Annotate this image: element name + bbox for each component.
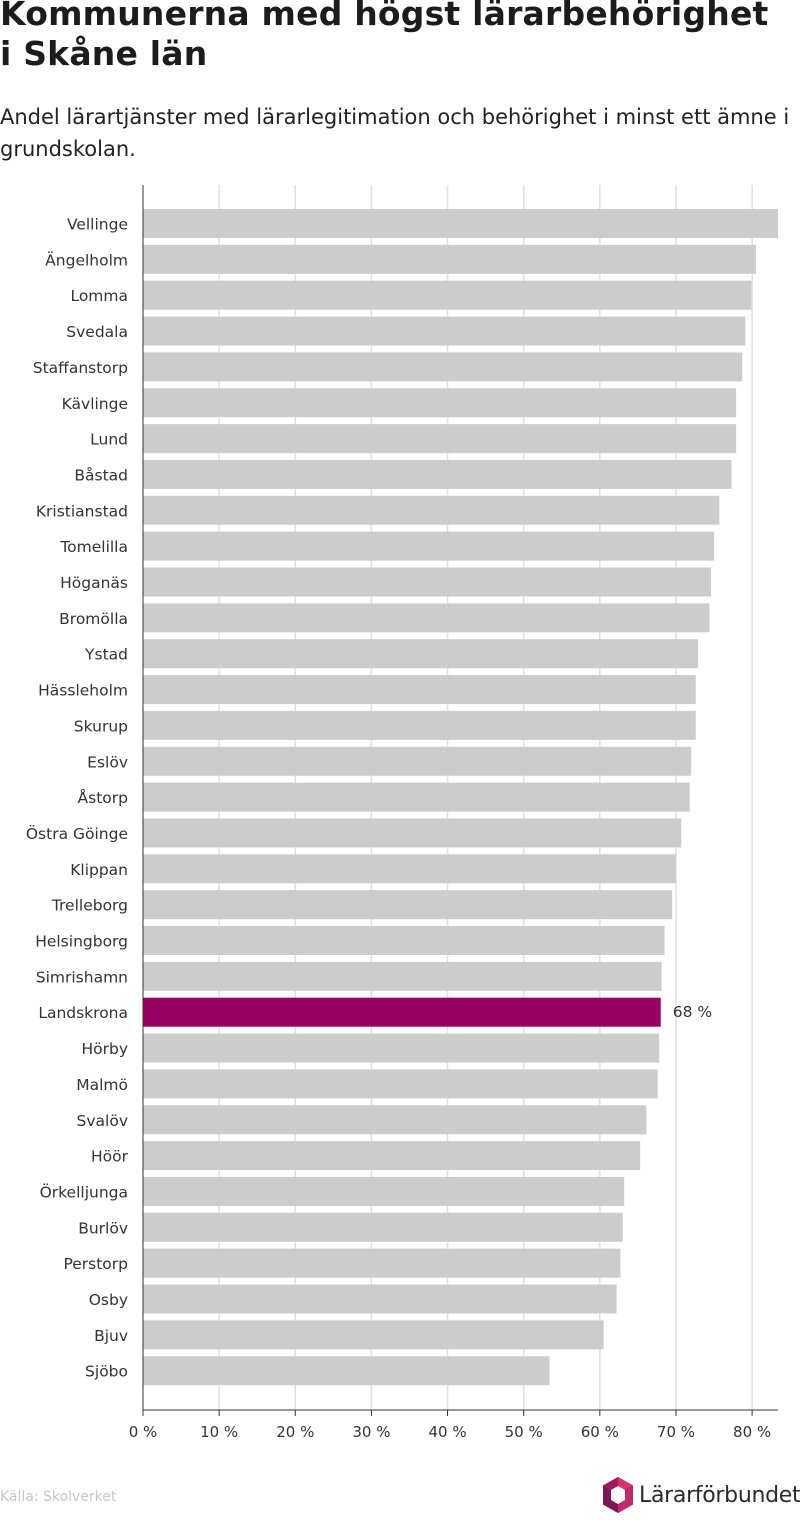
bar bbox=[143, 926, 665, 955]
bar bbox=[143, 1356, 550, 1386]
bar bbox=[143, 1105, 647, 1135]
bar bbox=[143, 854, 676, 884]
category-label: Hörby bbox=[81, 1040, 128, 1058]
category-label: Helsingborg bbox=[35, 933, 128, 951]
category-label: Landskrona bbox=[38, 1004, 128, 1022]
x-tick-label: 10 % bbox=[200, 1423, 238, 1441]
bar bbox=[143, 1069, 658, 1099]
category-label: Osby bbox=[89, 1291, 128, 1309]
category-label: Höganäs bbox=[60, 574, 128, 592]
chart-title: Kommunerna med högst lärarbehörighet i S… bbox=[0, 0, 769, 73]
bar bbox=[143, 209, 778, 238]
bar bbox=[143, 997, 661, 1027]
category-label: Kristianstad bbox=[36, 502, 128, 520]
bar bbox=[143, 1248, 621, 1278]
category-label: Åstorp bbox=[78, 788, 128, 807]
category-label: Bjuv bbox=[94, 1327, 128, 1345]
brand-logo: Lärarförbundet bbox=[601, 1476, 800, 1514]
source-note: Källa: Skolverket bbox=[0, 1489, 117, 1505]
bar bbox=[143, 388, 737, 418]
category-label: Sjöbo bbox=[85, 1363, 128, 1381]
bar bbox=[143, 531, 715, 561]
x-tick-label: 70 % bbox=[657, 1423, 695, 1441]
bar bbox=[143, 1033, 660, 1063]
bar bbox=[143, 424, 737, 454]
bar bbox=[143, 1176, 625, 1206]
category-label: Bromölla bbox=[59, 610, 128, 628]
bar bbox=[143, 567, 711, 597]
category-label: Vellinge bbox=[67, 216, 128, 234]
category-label: Eslöv bbox=[87, 753, 128, 771]
category-label: Simrishamn bbox=[36, 968, 128, 986]
bar bbox=[143, 890, 673, 920]
bar bbox=[143, 352, 743, 382]
bar bbox=[143, 961, 662, 991]
category-label: Båstad bbox=[74, 466, 128, 484]
x-axis: 0 % 10 % 20 % 30 % 40 % 50 % 60 % 70 % 80 % bbox=[129, 185, 778, 1441]
logo-hexagon-icon bbox=[603, 1477, 633, 1513]
category-label: Trelleborg bbox=[51, 897, 128, 915]
data-label: 68 % bbox=[673, 1003, 712, 1021]
x-tick-label: 80 % bbox=[733, 1423, 771, 1441]
category-label: Höör bbox=[91, 1148, 129, 1166]
category-label: Skurup bbox=[74, 717, 128, 735]
bar bbox=[143, 1284, 617, 1314]
chart-subtitle: Andel lärartjänster med lärarlegitimatio… bbox=[0, 105, 790, 161]
category-label: Klippan bbox=[70, 861, 128, 879]
category-label: Lomma bbox=[70, 287, 128, 305]
bar bbox=[143, 675, 696, 705]
bar-chart: Vellinge Ängelholm Lomma Svedala Staffanstor… bbox=[26, 185, 778, 1441]
bar bbox=[143, 782, 690, 812]
bar bbox=[143, 495, 720, 525]
logo-wordmark: Lärarförbundet bbox=[639, 1482, 800, 1508]
bar bbox=[143, 1320, 604, 1350]
bars bbox=[143, 209, 778, 1386]
category-label: Ystad bbox=[84, 646, 128, 664]
bar bbox=[143, 710, 696, 740]
category-label: Svedala bbox=[66, 323, 128, 341]
category-label: Staffanstorp bbox=[33, 359, 128, 377]
bar bbox=[143, 316, 746, 346]
x-tick-label: 0 % bbox=[129, 1423, 158, 1441]
category-label: Örkelljunga bbox=[40, 1182, 128, 1201]
bar bbox=[143, 746, 692, 776]
category-label: Svalöv bbox=[77, 1112, 128, 1130]
category-label: Hässleholm bbox=[38, 682, 128, 700]
category-labels: Vellinge Ängelholm Lomma Svedala Staffanstor… bbox=[26, 216, 712, 1381]
x-tick-label: 20 % bbox=[276, 1423, 314, 1441]
x-tick-label: 60 % bbox=[581, 1423, 619, 1441]
bar bbox=[143, 280, 752, 310]
bar bbox=[143, 603, 710, 633]
bar bbox=[143, 1212, 623, 1242]
bar bbox=[143, 244, 756, 274]
bar bbox=[143, 818, 682, 848]
category-label: Perstorp bbox=[63, 1255, 128, 1273]
category-label: Kävlinge bbox=[62, 395, 128, 413]
bar bbox=[143, 459, 732, 489]
category-label: Östra Göinge bbox=[26, 824, 128, 843]
x-tick-label: 40 % bbox=[429, 1423, 467, 1441]
category-label: Tomelilla bbox=[59, 538, 128, 556]
bar bbox=[143, 1141, 641, 1171]
x-tick-label: 50 % bbox=[505, 1423, 543, 1441]
category-label: Malmö bbox=[76, 1076, 128, 1094]
category-label: Burlöv bbox=[78, 1219, 128, 1237]
category-label: Ängelholm bbox=[45, 250, 128, 269]
bar bbox=[143, 639, 699, 669]
x-tick-label: 30 % bbox=[352, 1423, 390, 1441]
category-label: Lund bbox=[90, 431, 128, 449]
